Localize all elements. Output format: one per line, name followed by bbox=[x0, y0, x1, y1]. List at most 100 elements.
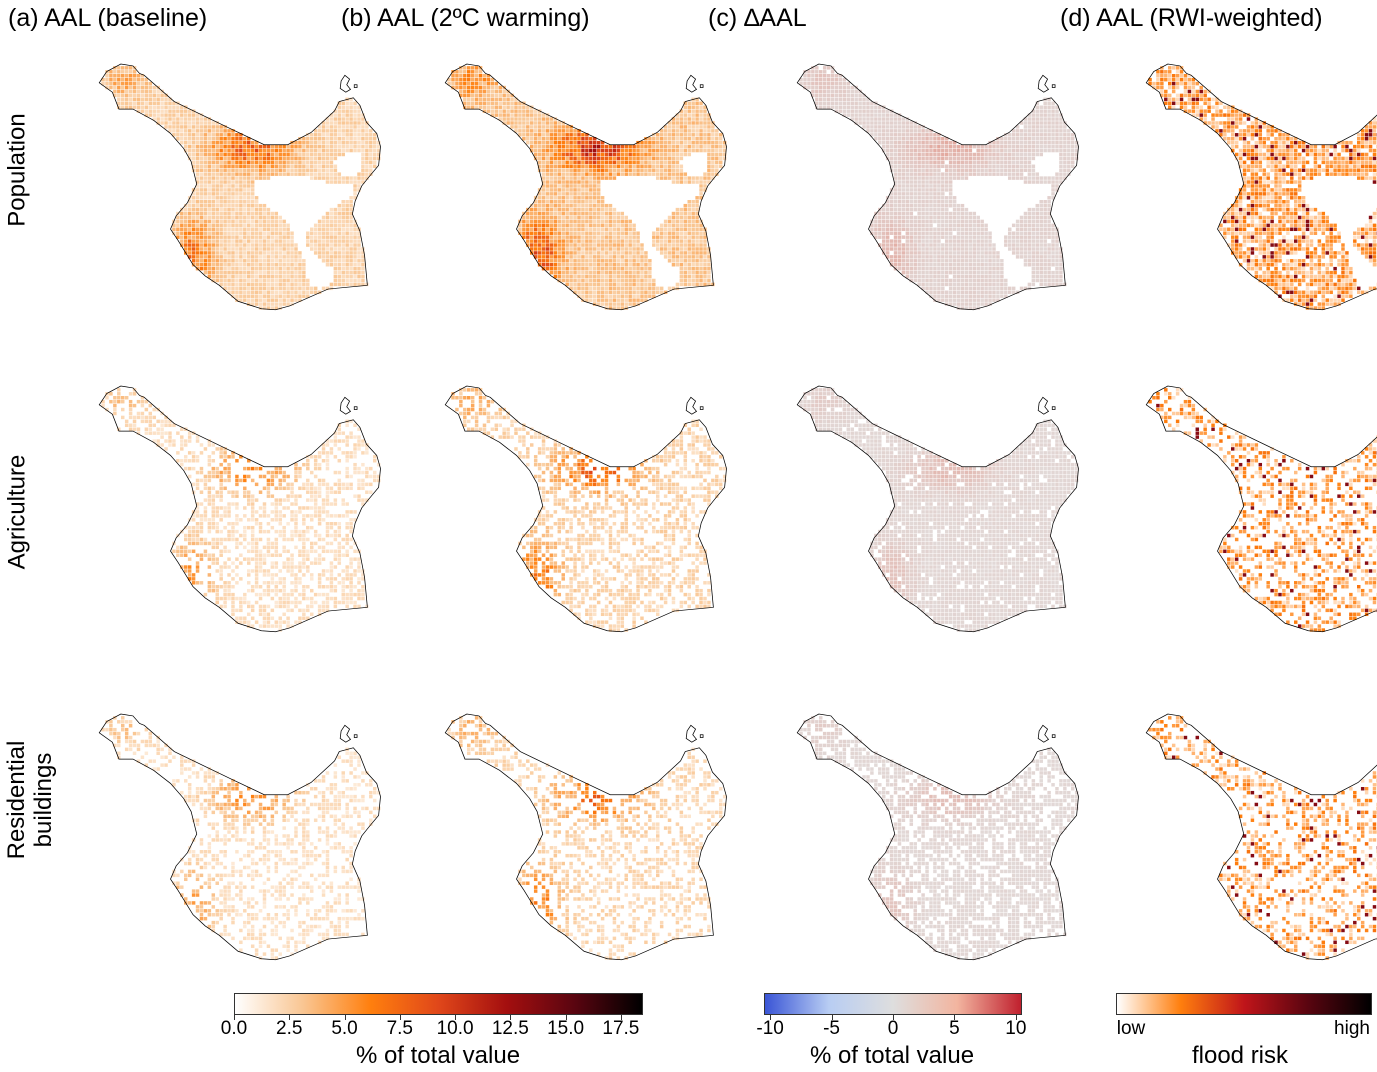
map-cell bbox=[144, 105, 149, 109]
map-cell bbox=[191, 129, 196, 133]
map-cell bbox=[691, 105, 695, 109]
map-cell bbox=[581, 270, 585, 275]
map-cell bbox=[862, 97, 866, 102]
map-cell bbox=[608, 263, 613, 267]
map-cell bbox=[522, 223, 526, 228]
map-cell bbox=[608, 239, 613, 243]
map-cell bbox=[656, 172, 660, 176]
map-cell bbox=[913, 168, 917, 172]
map-cell bbox=[917, 223, 921, 228]
map-cell bbox=[219, 168, 223, 172]
map-cell bbox=[227, 211, 231, 216]
map-cell bbox=[258, 223, 263, 228]
map-cell bbox=[250, 255, 255, 259]
map-cell bbox=[589, 231, 593, 235]
map-cell bbox=[905, 184, 910, 188]
map-cell bbox=[333, 247, 338, 251]
map-cell bbox=[357, 251, 361, 255]
map-cell bbox=[310, 140, 314, 145]
map-cell bbox=[239, 152, 243, 157]
map-cell bbox=[1031, 109, 1036, 113]
map-cell bbox=[557, 144, 562, 149]
map-cell bbox=[310, 148, 314, 153]
map-cell bbox=[917, 137, 921, 141]
map-cell bbox=[679, 211, 684, 216]
map-cell bbox=[604, 164, 609, 169]
map-cell bbox=[1023, 235, 1028, 239]
map-cell bbox=[211, 152, 216, 157]
map-cell bbox=[549, 215, 554, 220]
map-cell bbox=[604, 223, 609, 228]
map-cell bbox=[530, 140, 534, 145]
map-cell bbox=[1023, 129, 1028, 133]
map-cell bbox=[573, 227, 577, 232]
map-cell bbox=[337, 235, 342, 239]
map-cell bbox=[834, 97, 839, 102]
map-cell bbox=[537, 113, 542, 117]
map-cell bbox=[616, 270, 621, 275]
map-cell bbox=[573, 223, 577, 228]
map-cell bbox=[195, 219, 200, 224]
map-cell bbox=[345, 117, 349, 121]
map-cell bbox=[286, 270, 290, 275]
map-cell bbox=[573, 239, 577, 243]
map-cell bbox=[530, 227, 534, 232]
map-cell bbox=[960, 231, 965, 235]
map-cell bbox=[533, 247, 538, 251]
map-cell bbox=[691, 219, 695, 224]
map-cell bbox=[707, 148, 711, 153]
map-cell bbox=[128, 85, 133, 90]
map-cell bbox=[882, 207, 886, 212]
map-cell bbox=[365, 156, 369, 161]
map-cell bbox=[984, 144, 988, 149]
map-cell bbox=[333, 263, 338, 267]
map-cell bbox=[695, 196, 699, 200]
row-label-agriculture: Agriculture bbox=[4, 455, 31, 570]
map-cell bbox=[258, 172, 263, 176]
map-cell bbox=[235, 274, 239, 279]
map-cell bbox=[604, 215, 609, 220]
map-cell bbox=[707, 144, 711, 149]
map-cell bbox=[687, 148, 691, 153]
map-cell bbox=[235, 251, 239, 255]
map-cell bbox=[117, 93, 121, 98]
map-cell bbox=[628, 247, 632, 251]
map-cell bbox=[885, 239, 890, 243]
map-cell bbox=[561, 235, 565, 239]
map-cell bbox=[223, 215, 227, 220]
map-cell bbox=[223, 223, 227, 228]
map-cell bbox=[803, 81, 807, 86]
map-cell bbox=[176, 223, 180, 228]
map-cell bbox=[608, 247, 613, 251]
map-cell bbox=[191, 227, 196, 232]
map-cell bbox=[235, 192, 239, 196]
map-cell bbox=[250, 176, 255, 180]
map-cell bbox=[913, 152, 917, 157]
map-cell bbox=[577, 239, 581, 243]
map-cell bbox=[675, 144, 680, 149]
map-cell bbox=[941, 148, 945, 153]
map-cell bbox=[675, 121, 680, 125]
map-cell bbox=[187, 129, 192, 133]
map-cell bbox=[659, 231, 664, 235]
map-cell bbox=[1043, 109, 1047, 113]
map-cell bbox=[1023, 148, 1028, 153]
map-cell bbox=[258, 203, 263, 208]
map-cell bbox=[124, 77, 129, 82]
map-cell bbox=[325, 263, 330, 267]
map-cell bbox=[357, 266, 361, 271]
map-cell bbox=[231, 168, 235, 172]
map-cell bbox=[333, 148, 338, 153]
map-cell bbox=[474, 101, 479, 106]
map-cell bbox=[184, 203, 188, 208]
map-cell bbox=[467, 97, 471, 102]
map-cell bbox=[901, 121, 906, 125]
map-cell bbox=[565, 211, 569, 216]
map-cell bbox=[211, 231, 216, 235]
map-cell bbox=[223, 211, 227, 216]
map-cell bbox=[1015, 137, 1020, 141]
map-cell bbox=[1039, 152, 1043, 157]
map-cell bbox=[600, 148, 605, 153]
map-cell bbox=[687, 270, 691, 275]
map-cell bbox=[901, 207, 906, 212]
